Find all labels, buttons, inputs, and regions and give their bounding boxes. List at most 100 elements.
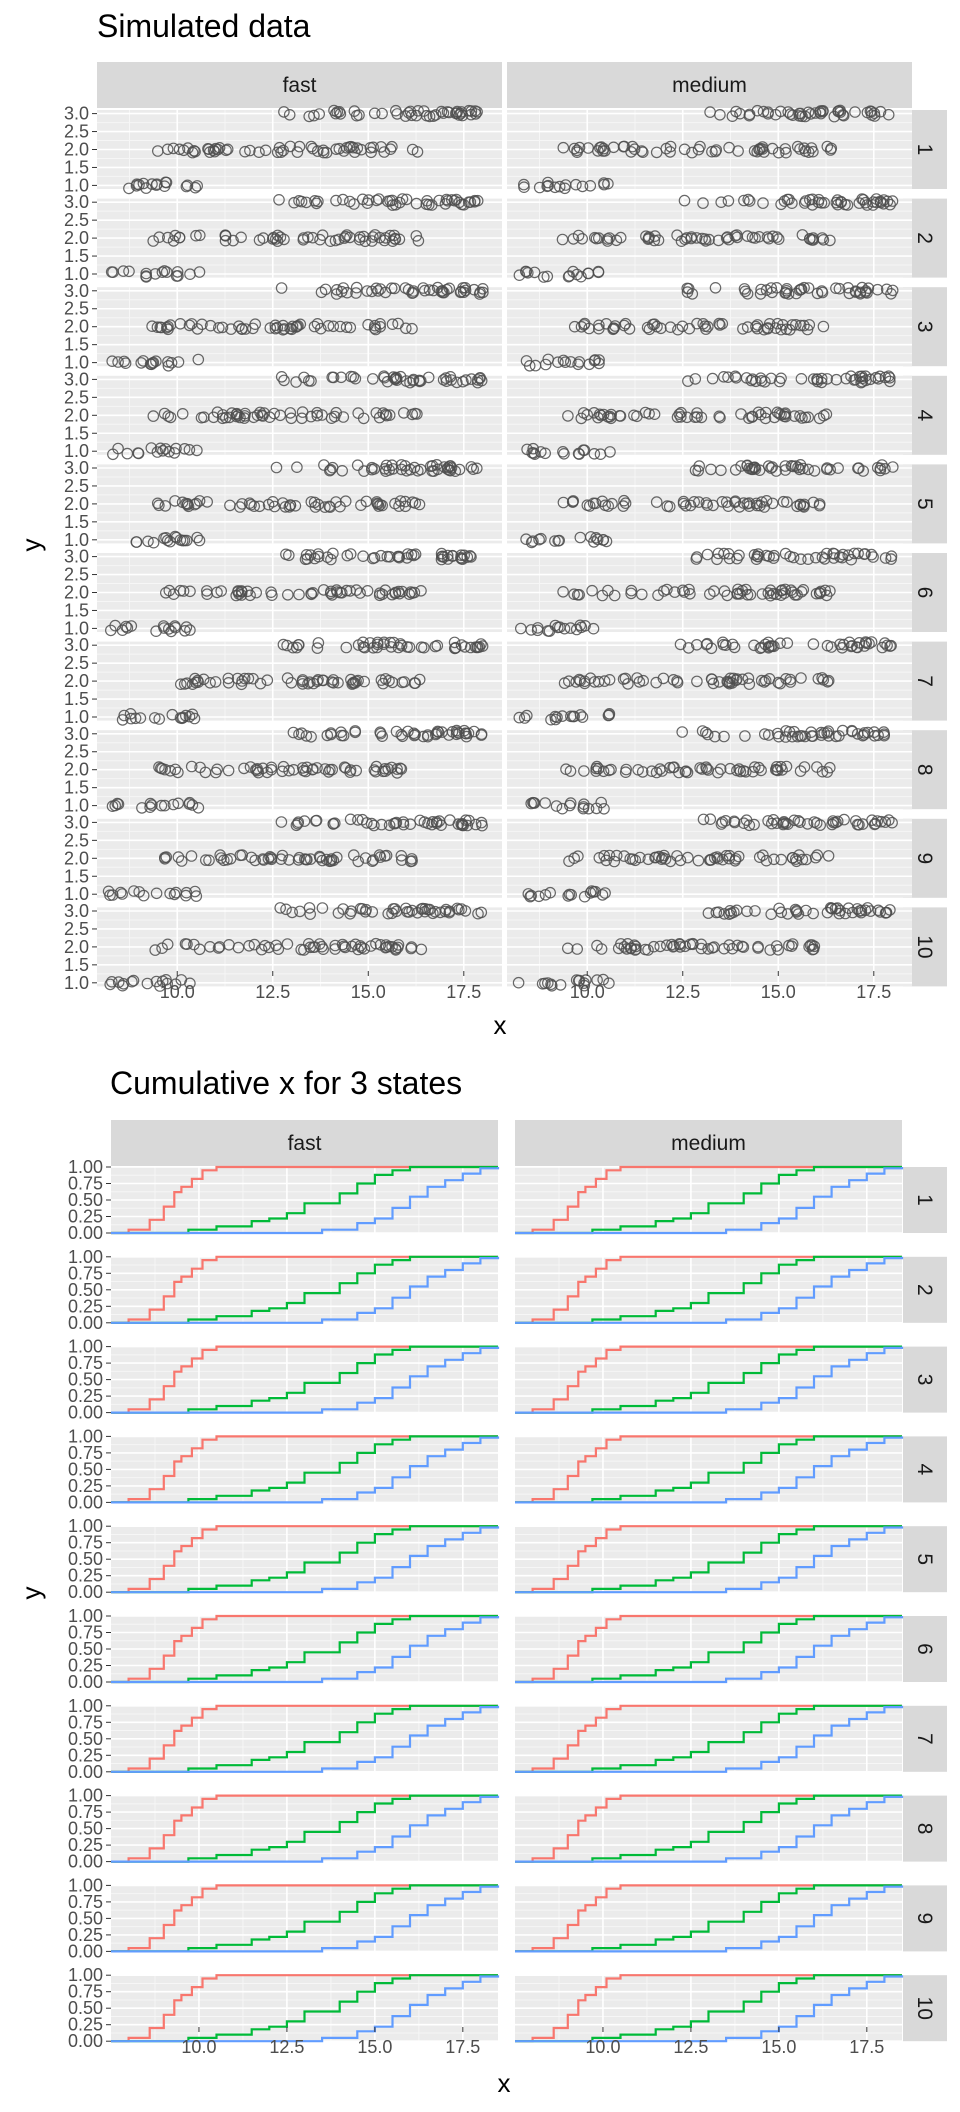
data-point [711,553,723,566]
data-point [775,853,787,866]
data-point [311,317,324,330]
data-point [238,762,250,775]
data-point [798,197,811,209]
data-point [856,370,868,383]
data-point [572,358,584,371]
data-point [367,141,379,154]
data-point [578,890,591,903]
data-point [384,636,396,649]
data-point [821,140,834,153]
cdf-series-line [515,1705,904,1773]
y-tick-label: 0.00 [68,1223,103,1243]
data-point [341,286,353,299]
data-point [169,495,181,507]
data-point [806,730,819,742]
data-point [287,763,300,776]
data-point [116,714,129,726]
data-point [418,105,430,117]
y-tick-label: 3.0 [64,281,89,301]
data-point [185,850,198,862]
data-point [305,496,318,508]
data-point [201,585,213,597]
data-point [800,853,812,866]
data-point [748,818,760,831]
data-point [358,675,370,688]
data-point [400,193,413,206]
x-tick-label: 12.5 [269,2037,304,2057]
data-point [391,108,403,120]
y-tick-label: 1.0 [64,707,89,727]
data-point [554,979,567,991]
cdf-series-line [515,1614,902,1684]
data-point [117,265,130,277]
data-point [399,500,412,513]
data-point [158,265,171,277]
y-tick-label: 0.75 [68,1982,103,2002]
y-tick-label: 2.5 [64,299,89,319]
data-point [588,231,601,244]
data-point [817,409,830,422]
data-point [353,109,365,121]
data-point [722,195,735,207]
data-point [812,196,825,209]
data-point [574,674,586,687]
data-point [700,323,712,335]
data-point [654,763,666,775]
data-point [178,442,191,455]
facet-row-label: 9 [913,1913,936,1925]
data-point [731,587,744,600]
cdf-series-line [515,1436,904,1504]
data-point [663,500,676,513]
data-point [468,196,481,208]
data-point [714,763,727,775]
data-point [526,446,538,459]
cdf-series-line [515,1614,902,1684]
data-point [723,141,735,154]
data-point [811,287,824,300]
facet-row-label: 6 [913,1643,936,1655]
data-point [594,448,607,460]
facet-row-label: 9 [913,852,936,864]
data-point [316,902,329,914]
facet-row-label: 10 [913,935,936,958]
data-point [435,553,448,566]
cdf-series-line [515,1794,902,1863]
data-point [327,676,340,689]
data-point [713,676,725,688]
data-point [347,371,360,383]
data-point [183,443,196,456]
data-point [211,406,224,418]
data-point [664,321,677,333]
data-point [706,673,718,686]
data-point [767,587,780,600]
data-point [681,851,694,864]
data-point [354,587,366,599]
cdf-series-line [111,1167,500,1235]
data-point [445,194,458,206]
y-tick-label: 1.5 [64,423,89,443]
data-point [791,500,803,513]
data-point [312,550,325,563]
data-point [330,194,342,207]
data-point [365,817,378,830]
data-point [838,813,850,826]
data-point [568,588,580,600]
data-point [664,140,677,153]
data-point [595,141,608,153]
data-point [674,638,687,651]
data-point [559,356,572,368]
data-point [172,851,185,863]
y-tick-label: 1.0 [64,530,89,550]
data-point [802,282,815,294]
data-point [413,375,426,388]
data-point [715,196,727,208]
data-point [864,373,877,386]
data-point [141,977,154,990]
data-point [527,442,539,455]
data-point [794,765,807,777]
data-point [834,104,846,117]
data-point [192,676,204,688]
data-point [884,904,896,916]
data-point [368,819,380,832]
cdf-series-line [111,1345,498,1414]
